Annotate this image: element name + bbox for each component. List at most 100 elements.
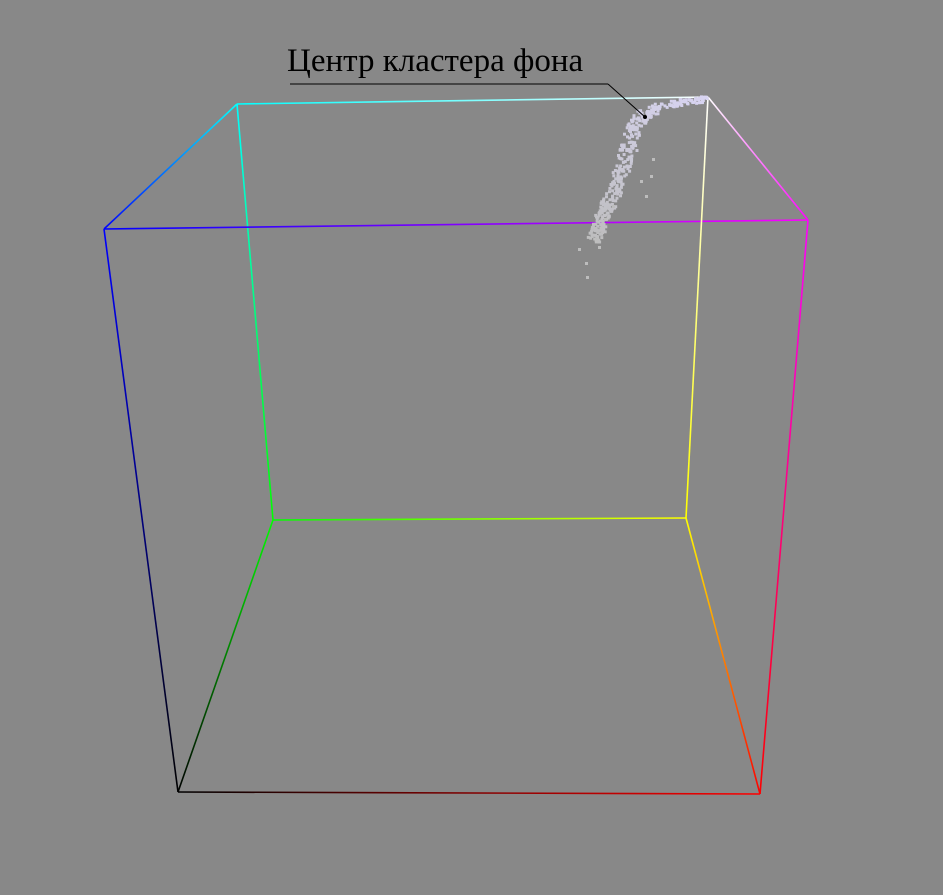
cube-edge-blue-cyan	[104, 104, 237, 229]
cluster-point	[654, 103, 657, 106]
cluster-outlier-point	[645, 195, 648, 198]
cluster-point	[601, 224, 604, 227]
cluster-outlier-point	[652, 158, 655, 161]
cluster-point	[620, 177, 623, 180]
cube-edge-red-yellow	[686, 518, 760, 794]
cluster-outlier-point	[586, 276, 589, 279]
cluster-point	[612, 171, 615, 174]
cluster-point	[631, 141, 634, 144]
cluster-outlier-point	[650, 175, 653, 178]
cluster-point	[701, 101, 704, 104]
cluster-point	[611, 198, 614, 201]
cluster-point	[634, 133, 637, 136]
cluster-point	[605, 192, 608, 195]
cluster-point	[605, 195, 608, 198]
cluster-point	[619, 194, 622, 197]
cluster-outlier-point	[585, 262, 588, 265]
cluster-point	[625, 149, 628, 152]
cluster-point	[594, 214, 597, 217]
cluster-point	[630, 125, 633, 128]
cluster-point	[596, 228, 599, 231]
cluster-point	[621, 144, 624, 147]
cluster-point	[657, 112, 660, 115]
cluster-point	[638, 131, 641, 134]
annotation-label: Центр кластера фона	[287, 41, 583, 81]
cluster-point	[670, 100, 673, 103]
cluster-point	[629, 165, 632, 168]
cluster-point	[606, 212, 609, 215]
cube-edge-red-magenta	[760, 220, 808, 794]
cluster-point	[670, 103, 673, 106]
cluster-point	[599, 206, 602, 209]
cluster-point	[596, 225, 599, 228]
cube-edge-blue-magenta	[104, 220, 808, 229]
cluster-point	[629, 150, 632, 153]
cluster-point	[620, 158, 623, 161]
cluster-point	[614, 177, 617, 180]
cluster-point	[664, 104, 667, 107]
cluster-point	[618, 170, 621, 173]
cluster-point	[602, 227, 605, 230]
cluster-point	[611, 189, 614, 192]
cluster-point	[621, 168, 624, 171]
cluster-point	[674, 103, 677, 106]
cluster-point	[614, 199, 617, 202]
cluster-point	[608, 190, 611, 193]
cluster-point	[616, 193, 619, 196]
cluster-center-marker	[643, 115, 647, 119]
cluster-point	[602, 198, 605, 201]
cluster-point	[591, 226, 594, 229]
cluster-point	[617, 180, 620, 183]
cluster-point	[641, 120, 644, 123]
cube-edges	[104, 97, 808, 794]
cluster-point	[592, 223, 595, 226]
cluster-point	[627, 124, 630, 127]
cluster-point	[599, 226, 602, 229]
cluster-point	[591, 235, 594, 238]
cluster-point	[598, 241, 601, 244]
cluster-point	[636, 149, 639, 152]
cluster-point	[630, 162, 633, 165]
cube-edge-black-blue	[104, 229, 178, 792]
cluster-point	[600, 236, 603, 239]
cluster-point	[630, 119, 633, 122]
cluster-point	[680, 103, 683, 106]
cluster-point	[610, 210, 613, 213]
cluster-point	[598, 212, 601, 215]
cluster-point	[649, 116, 652, 119]
cube-edge-cyan-white	[237, 97, 708, 104]
cluster-outlier-point	[578, 248, 581, 251]
cluster-point	[634, 126, 637, 129]
cluster-point	[661, 103, 664, 106]
cluster-point	[633, 114, 636, 117]
cluster-point	[626, 126, 629, 129]
cluster-point	[612, 174, 615, 177]
background-cluster-points	[578, 95, 709, 279]
cluster-outlier-point	[640, 180, 643, 183]
cluster-point	[628, 170, 631, 173]
cube-edge-green-yellow	[273, 518, 686, 520]
cluster-point	[607, 206, 610, 209]
cluster-point	[658, 105, 661, 108]
cluster-point	[600, 218, 603, 221]
cluster-point	[616, 197, 619, 200]
cluster-point	[623, 153, 626, 156]
cluster-point	[648, 106, 651, 109]
cube-edge-magenta-white	[708, 97, 808, 220]
cluster-point	[673, 100, 676, 103]
cluster-point	[640, 125, 643, 128]
cluster-point	[618, 157, 621, 160]
cluster-point	[617, 188, 620, 191]
cluster-point	[599, 233, 602, 236]
cluster-outlier-point	[604, 218, 607, 221]
cluster-point	[648, 113, 651, 116]
cluster-point	[702, 96, 705, 99]
cluster-point	[617, 173, 620, 176]
cluster-point	[602, 209, 605, 212]
cluster-point	[631, 135, 634, 138]
cluster-point	[626, 165, 629, 168]
cluster-outlier-point	[612, 205, 615, 208]
cube-edge-green-cyan	[237, 104, 273, 520]
cluster-point	[607, 217, 610, 220]
